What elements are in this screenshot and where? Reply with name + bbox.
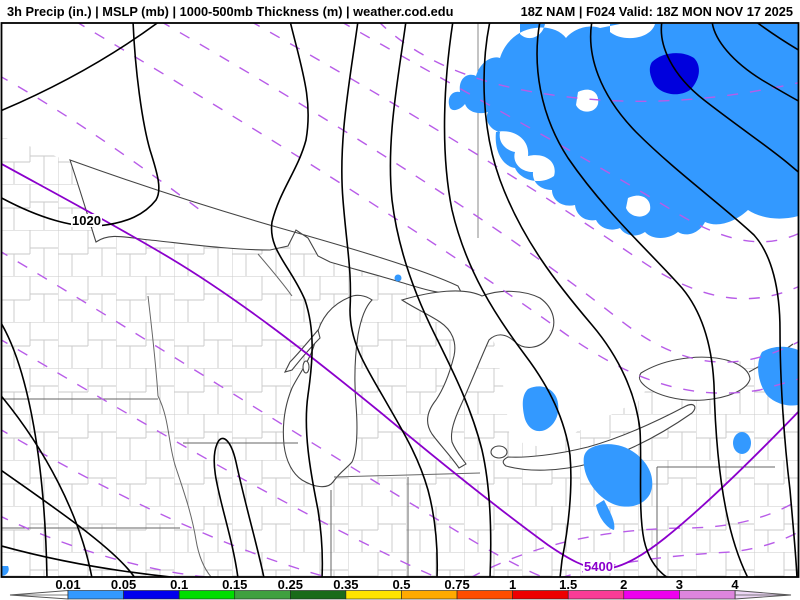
lake-st-clair: [490, 445, 508, 459]
header-model-valid-time: 18Z NAM | F024 Valid: 18Z MON NOV 17 202…: [520, 4, 793, 19]
precip-blob-ohio: [583, 444, 653, 507]
precip-blob-lake-erie-west: [522, 386, 559, 432]
lake-michigan: [282, 294, 373, 488]
isobar-value-label: 1020: [71, 213, 102, 228]
header-product-title: 3h Precip (in.) | MSLP (mb) | 1000-500mb…: [7, 4, 454, 19]
header-bar: 3h Precip (in.) | MSLP (mb) | 1000-500mb…: [0, 0, 800, 23]
legend-stop-label: 4: [731, 577, 739, 592]
mississippi-river: [157, 395, 212, 577]
mslp-isobars: [2, 23, 798, 577]
legend-segment: [679, 590, 736, 600]
thickness-value-label: 5400: [583, 559, 614, 574]
precip-blob-right-edge: [758, 346, 798, 406]
legend-segment: [623, 590, 680, 600]
precip-legend: 0.01 0.05 0.1 0.15 0.25 0.35 0.5 0.75 1 1.5 2 3 4: [9, 577, 792, 600]
precip-dot-huron: [394, 274, 402, 282]
legend-stop-label: 0.5: [392, 577, 410, 592]
precip-blob-small-ny: [733, 432, 751, 454]
precip-blob-ohio-tail: [596, 500, 615, 530]
great-lakes: [69, 159, 794, 577]
legend-stop-label: 2: [620, 577, 627, 592]
lake-ontario: [638, 356, 751, 401]
lake-winnebago: [302, 360, 310, 374]
legend-stop-label: 0.15: [222, 577, 247, 592]
legend-stop-label: 0.35: [333, 577, 358, 592]
legend-stop-label: 0.25: [278, 577, 303, 592]
precip-areas: [2, 24, 798, 576]
legend-color-bar: [67, 590, 736, 600]
legend-stop-label: 0.75: [444, 577, 469, 592]
precip-blob-northeast: [448, 24, 798, 238]
legend-stop-label: 0.01: [55, 577, 80, 592]
thickness-contour-5400: [2, 163, 798, 570]
isobar-1020: [2, 23, 160, 228]
legend-stop-label: 0.05: [111, 577, 136, 592]
lake-superior: [69, 159, 463, 295]
legend-stop-labels: 0.01 0.05 0.1 0.15 0.25 0.35 0.5 0.75 1 1.5 2 3 4: [55, 577, 739, 592]
lake-huron: [400, 290, 555, 469]
legend-stop-label: 1: [509, 577, 516, 592]
legend-stop-label: 1.5: [559, 577, 577, 592]
legend-stop-label: 0.1: [170, 577, 188, 592]
legend-stop-label: 3: [676, 577, 683, 592]
precip-dot-corner: [2, 566, 9, 576]
map-frame: [0, 22, 800, 578]
